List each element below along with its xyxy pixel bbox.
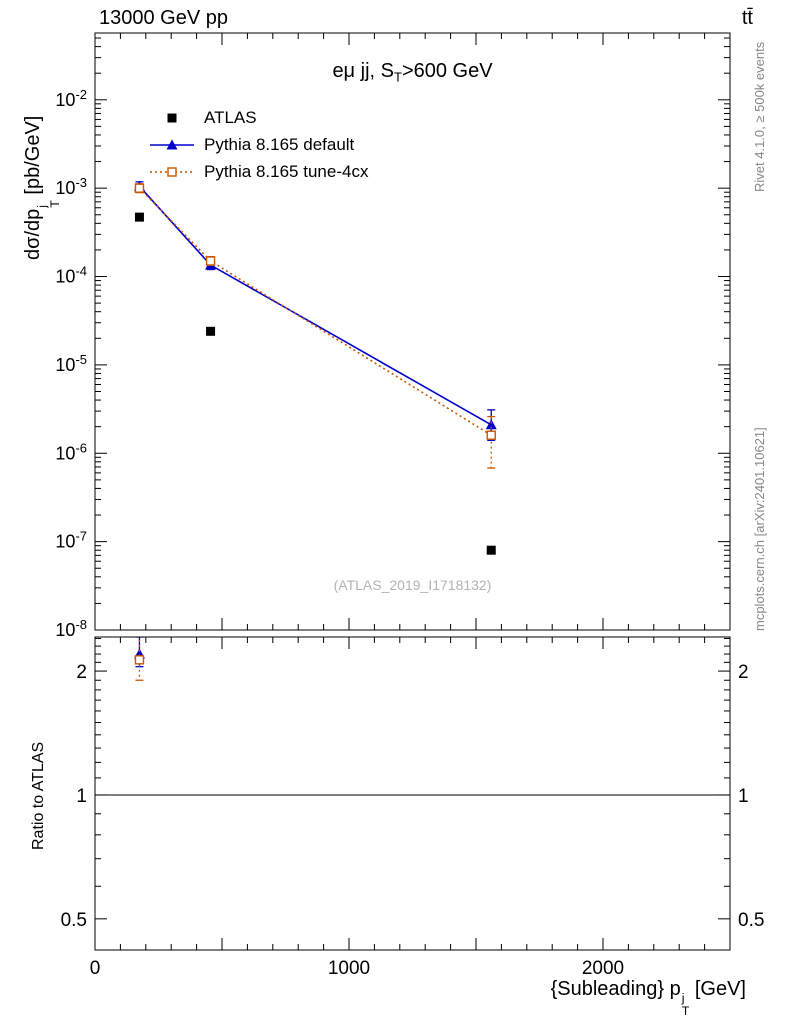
legend-label: Pythia 8.165 tune-4cx — [204, 161, 369, 181]
ratio-frame — [94, 636, 731, 951]
ratio-tick-label-right: 2 — [738, 662, 749, 683]
y-axis-title: dσ/dp j T [pb/GeV] — [22, 115, 62, 260]
series — [134, 212, 496, 555]
main-panel-series — [133, 180, 497, 555]
process-label: tt̄ — [741, 7, 753, 29]
marker-filled-triangle — [485, 419, 497, 430]
mcplots-arxiv-note: mcplots.cern.ch [arXiv:2401.10621] — [752, 427, 767, 631]
y-tick-label: 10-2 — [55, 87, 87, 110]
marker-open-square — [134, 183, 145, 193]
marker-open-square — [486, 430, 496, 440]
y-tick-label: 10-4 — [55, 264, 87, 287]
marker-open-square — [167, 166, 177, 177]
ratio-y-axis-title: Ratio to ATLAS — [30, 741, 47, 850]
x-tick-label: 0 — [90, 958, 101, 979]
y-tick-label: 10-7 — [55, 529, 87, 552]
ratio-tick-label-left: 1 — [76, 786, 87, 807]
y-tick-label: 10-5 — [55, 352, 87, 375]
ratio-tick-label-left: 2 — [76, 662, 87, 683]
main-frame — [94, 32, 731, 631]
ratio-panel-series — [133, 637, 145, 681]
series — [134, 637, 145, 681]
ratio-tick-label-right: 1 — [738, 786, 749, 807]
marker-filled-triangle — [166, 139, 178, 149]
legend-item: Pythia 8.165 default — [148, 131, 368, 158]
x-tick-label: 2000 — [582, 958, 624, 979]
tick-labels: 10-2 10-3 10-4 10-5 10-6 10-7 10-8 0 1000 2000 2 2 1… — [55, 87, 764, 979]
ratio-tick-label-right: 0.5 — [738, 910, 764, 931]
x-tick-label: 1000 — [328, 958, 370, 979]
y-tick-label: 10-8 — [55, 617, 87, 640]
data-layer — [95, 180, 730, 796]
plot-title: eμ jj, ST>600 GeV — [332, 60, 493, 85]
legend: ATLAS Pythia 8.165 default Pythia 8.165 tu… — [148, 104, 368, 185]
legend-sample-open-square — [150, 166, 194, 177]
marker-filled-square — [167, 113, 177, 122]
beam-energy-label: 13000 GeV pp — [99, 7, 228, 29]
legend-sample-filled-square — [167, 113, 177, 122]
y-tick-label: 10-3 — [55, 175, 87, 198]
legend-label: ATLAS — [204, 107, 257, 127]
legend-item: Pythia 8.165 tune-4cx — [148, 158, 368, 185]
y-tick-label: 10-6 — [55, 440, 87, 463]
legend-sample-filled-triangle — [150, 139, 194, 149]
ratio-tick-label-left: 0.5 — [61, 910, 87, 931]
series — [133, 180, 497, 442]
series — [134, 183, 496, 469]
legend-item: ATLAS — [148, 104, 368, 131]
marker-filled-square — [486, 545, 496, 555]
marker-open-square — [205, 256, 216, 266]
marker-filled-square — [134, 212, 144, 222]
marker-filled-square — [206, 326, 216, 336]
analysis-id-watermark: (ATLAS_2019_I1718132) — [333, 577, 492, 593]
marker-open-square — [134, 655, 145, 665]
legend-label: Pythia 8.165 default — [204, 134, 355, 154]
rivet-version-note: Rivet 4.1.0, ≥ 500k events — [752, 41, 767, 192]
